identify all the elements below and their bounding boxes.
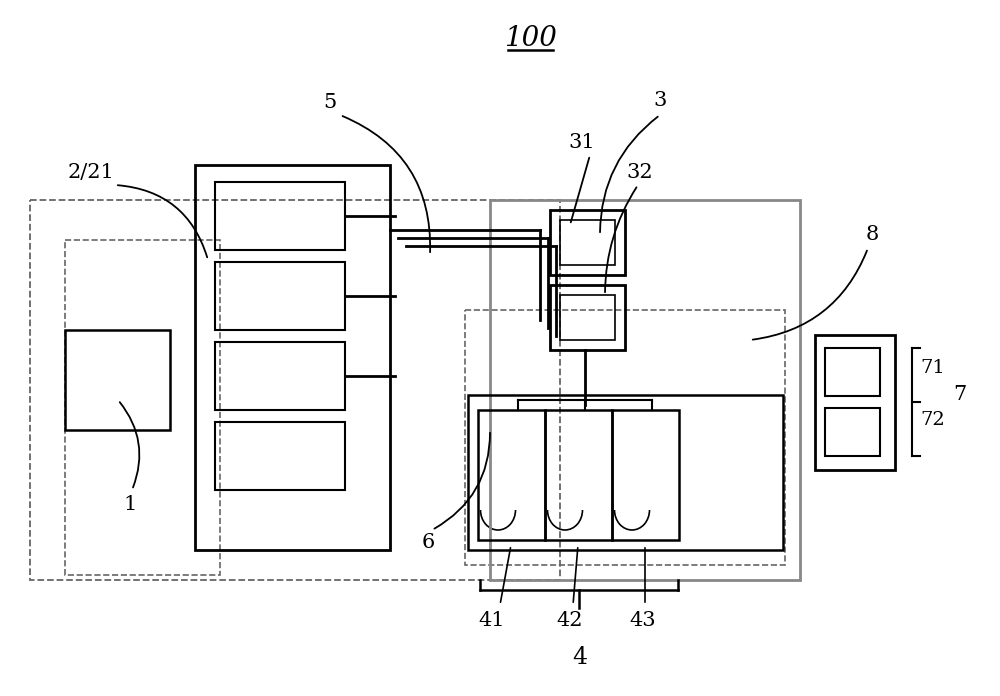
Text: 72: 72 [920, 411, 945, 429]
Bar [560, 295, 615, 340]
Bar [215, 262, 345, 330]
Text: 41: 41 [479, 610, 505, 629]
Bar [215, 422, 345, 490]
Bar [468, 395, 783, 550]
Text: 42: 42 [557, 610, 583, 629]
Bar [545, 410, 612, 540]
Text: 5: 5 [323, 93, 337, 113]
Text: 7: 7 [953, 384, 967, 404]
Bar [465, 310, 785, 565]
Bar [550, 285, 625, 350]
Text: 71: 71 [920, 359, 945, 377]
Text: 32: 32 [627, 162, 653, 182]
Bar [612, 410, 679, 540]
Bar [215, 342, 345, 410]
Bar [65, 240, 220, 575]
Text: 2/21: 2/21 [68, 162, 115, 182]
Text: 31: 31 [569, 132, 595, 152]
Bar [478, 410, 545, 540]
Bar [550, 210, 625, 275]
Bar [560, 220, 615, 265]
Bar [490, 200, 800, 580]
Bar [215, 182, 345, 250]
Bar [65, 330, 170, 430]
Text: 100: 100 [504, 24, 556, 52]
Bar [195, 165, 390, 550]
Bar [825, 408, 880, 456]
Text: 4: 4 [572, 647, 588, 670]
Bar [815, 335, 895, 470]
Text: 6: 6 [421, 532, 435, 551]
Bar [825, 348, 880, 396]
Text: 1: 1 [123, 496, 137, 514]
Text: 3: 3 [653, 90, 667, 109]
Text: 43: 43 [630, 610, 656, 629]
Bar [30, 200, 560, 580]
Text: 8: 8 [865, 226, 879, 244]
